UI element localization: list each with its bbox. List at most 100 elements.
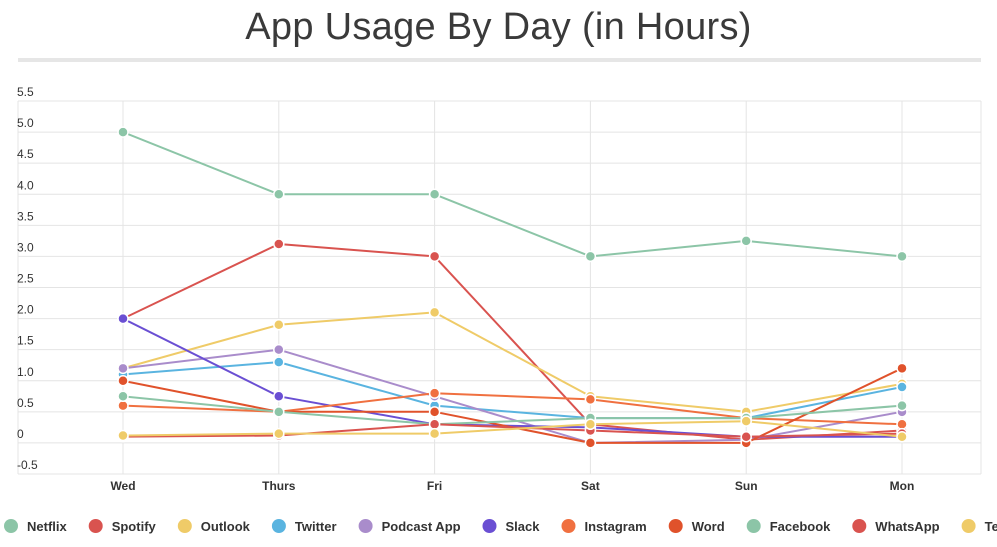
data-point — [428, 387, 441, 399]
legend-swatch — [561, 519, 576, 533]
legend-label: Outlook — [201, 519, 251, 534]
x-tick-label: Sat — [581, 479, 600, 493]
data-point — [428, 418, 441, 431]
y-tick-label: 2.5 — [17, 272, 34, 286]
data-point — [117, 390, 129, 403]
data-point — [740, 430, 752, 443]
legend-swatch — [746, 519, 761, 533]
series-line — [122, 131, 903, 258]
legend-label: Word — [692, 519, 725, 534]
y-tick-label: 2.0 — [17, 303, 34, 317]
legend-item: WhatsApp — [852, 519, 940, 534]
data-point — [896, 399, 908, 412]
y-tick-label: 5.0 — [17, 116, 34, 130]
x-axis-ticks: Wed Thurs Fri Sat Sun Mon — [110, 479, 914, 493]
legend-swatch — [852, 519, 867, 533]
data-point — [117, 362, 129, 375]
series-line — [122, 392, 903, 426]
series-text — [117, 415, 908, 443]
series-twitter — [117, 356, 908, 424]
y-tick-label: 0.5 — [17, 396, 34, 410]
y-tick-label: 5.5 — [17, 85, 34, 99]
x-tick-label: Mon — [890, 479, 915, 493]
data-point — [273, 406, 285, 418]
data-point — [428, 406, 441, 418]
legend-swatch — [961, 519, 976, 533]
legend-item: Spotify — [88, 519, 157, 534]
x-tick-label: Fri — [427, 479, 442, 493]
series-netflix — [117, 126, 908, 263]
data-point — [740, 415, 752, 427]
series-line — [122, 423, 903, 438]
legend-label: Slack — [506, 519, 541, 534]
legend-swatch — [358, 519, 373, 533]
series-line — [122, 361, 903, 420]
data-point — [273, 319, 285, 331]
legend-item: Podcast App — [358, 519, 461, 534]
data-point — [896, 250, 908, 263]
data-point — [896, 418, 908, 431]
y-tick-label: 3.0 — [17, 240, 34, 254]
legend-label: Instagram — [585, 519, 647, 534]
data-point — [117, 399, 129, 412]
series-outlook — [117, 306, 908, 418]
data-point — [273, 427, 285, 440]
legend-item: Netflix — [4, 519, 68, 534]
data-point — [117, 375, 129, 387]
data-point — [273, 343, 285, 356]
series-lines — [117, 126, 908, 449]
data-point — [428, 250, 441, 263]
legend-label: Twitter — [295, 519, 337, 534]
legend: Netflix Spotify Outlook Twitter Podcast App S… — [4, 519, 997, 534]
x-tick-label: Sun — [735, 479, 758, 493]
data-point — [117, 429, 129, 442]
data-point — [584, 437, 597, 449]
data-point — [896, 381, 908, 393]
data-point — [896, 362, 908, 375]
y-tick-label: 1.5 — [17, 334, 34, 348]
data-point — [273, 238, 285, 250]
x-tick-label: Wed — [110, 479, 135, 493]
data-point — [117, 312, 129, 325]
data-point — [896, 430, 908, 443]
legend-label: Spotify — [112, 519, 157, 534]
data-point — [273, 356, 285, 368]
series-line — [122, 348, 903, 444]
series-line — [122, 420, 903, 438]
y-tick-label: 4.5 — [17, 147, 34, 161]
legend-label: Facebook — [770, 519, 831, 534]
title-divider — [18, 58, 981, 62]
gridlines — [17, 100, 982, 475]
series-line — [122, 395, 903, 426]
y-tick-label: 3.5 — [17, 209, 34, 223]
legend-swatch — [4, 519, 18, 533]
y-tick-label: -0.5 — [17, 458, 38, 472]
series-line — [122, 243, 903, 441]
legend-label: Netflix — [27, 519, 68, 534]
legend-swatch — [177, 519, 192, 533]
data-point — [584, 250, 597, 263]
data-point — [428, 427, 441, 440]
legend-item: Twitter — [271, 519, 337, 534]
data-point — [428, 188, 441, 200]
legend-swatch — [482, 519, 497, 533]
series-line — [122, 311, 903, 413]
legend-item: Instagram — [561, 519, 647, 534]
y-axis-ticks: 5.5 5.0 4.5 4.0 3.5 3.0 2.5 2.0 1.5 1.0 0.5 0 -0.5 — [17, 85, 38, 472]
legend-swatch — [271, 519, 286, 533]
data-point — [428, 306, 441, 319]
data-point — [273, 390, 285, 403]
y-tick-label: 4.0 — [17, 178, 34, 192]
legend-swatch — [88, 519, 103, 533]
y-tick-label: 1.0 — [17, 365, 34, 379]
legend-item: Text — [961, 519, 997, 534]
data-point — [584, 393, 597, 406]
data-point — [117, 126, 129, 138]
legend-label: WhatsApp — [875, 519, 939, 534]
y-tick-label: 0 — [17, 427, 24, 441]
legend-item: Slack — [482, 519, 541, 534]
legend-item: Word — [668, 519, 725, 534]
legend-item: Outlook — [177, 519, 251, 534]
x-tick-label: Thurs — [262, 479, 296, 493]
